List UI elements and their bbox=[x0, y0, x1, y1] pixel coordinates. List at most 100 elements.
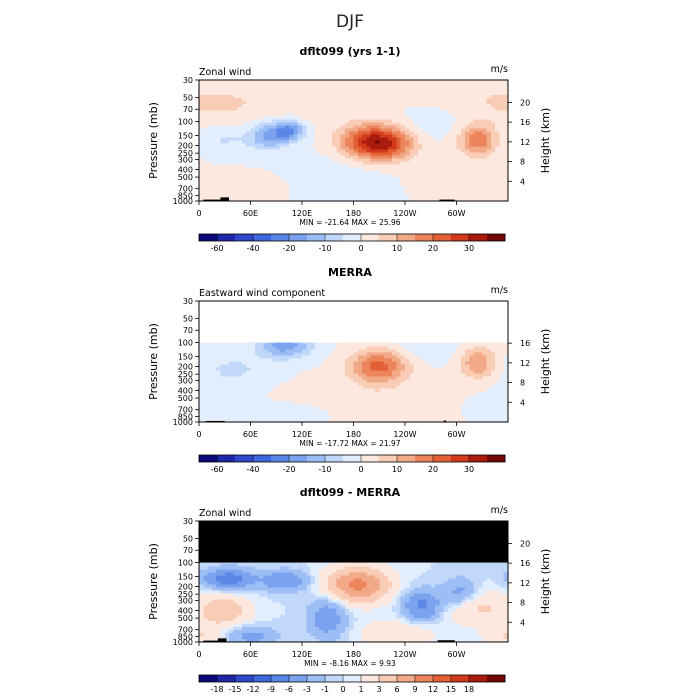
field-cell bbox=[366, 152, 372, 157]
field-cell bbox=[276, 179, 281, 184]
field-cell bbox=[495, 179, 500, 184]
field-cell bbox=[456, 346, 462, 350]
field-cell bbox=[203, 185, 208, 190]
field-cell bbox=[297, 80, 303, 84]
field-cell bbox=[259, 185, 264, 190]
field-cell bbox=[297, 173, 303, 178]
field-cell bbox=[413, 92, 419, 96]
field-cell bbox=[250, 155, 256, 160]
field-cell bbox=[486, 104, 492, 108]
field-cell bbox=[241, 80, 247, 84]
field-cell bbox=[426, 352, 432, 356]
field-cell bbox=[357, 113, 363, 117]
field-cell bbox=[302, 155, 307, 160]
field-cell bbox=[250, 358, 256, 362]
field-cell bbox=[229, 158, 234, 163]
field-cell bbox=[211, 176, 217, 181]
field-cell bbox=[327, 146, 333, 150]
field-cell bbox=[280, 364, 286, 368]
field-cell bbox=[477, 182, 483, 187]
field-cell bbox=[276, 122, 281, 126]
field-cell bbox=[224, 125, 230, 129]
field-cell bbox=[405, 158, 410, 163]
field-cell bbox=[379, 346, 384, 350]
field-cell bbox=[503, 367, 509, 371]
field-cell bbox=[490, 379, 496, 384]
field-cell bbox=[336, 143, 342, 147]
field-cell bbox=[271, 86, 277, 90]
field-cell bbox=[254, 80, 260, 84]
field-cell bbox=[473, 119, 479, 123]
field-cell bbox=[477, 173, 483, 178]
colorbar-box bbox=[271, 234, 290, 241]
field-cell bbox=[469, 349, 475, 353]
field-cell bbox=[447, 367, 453, 371]
field-cell bbox=[409, 182, 414, 187]
field-cell bbox=[387, 176, 393, 181]
field-cell bbox=[405, 119, 410, 123]
field-cell bbox=[473, 188, 479, 193]
field-cell bbox=[332, 167, 337, 172]
field-cell bbox=[259, 137, 264, 141]
field-cell bbox=[379, 137, 384, 141]
field-cell bbox=[405, 86, 410, 90]
field-cell bbox=[409, 104, 414, 108]
field-cell bbox=[336, 346, 342, 350]
field-cell bbox=[349, 113, 354, 117]
field-cell bbox=[349, 176, 354, 181]
field-cell bbox=[297, 361, 303, 365]
field-cell bbox=[207, 167, 213, 172]
field-cell bbox=[366, 89, 372, 93]
field-cell bbox=[344, 140, 350, 144]
field-cell bbox=[499, 176, 505, 181]
field-cell bbox=[392, 137, 397, 141]
field-cell bbox=[289, 119, 294, 123]
field-cell bbox=[263, 167, 269, 172]
field-cell bbox=[220, 83, 226, 87]
field-cell bbox=[426, 373, 432, 378]
field-cell bbox=[289, 125, 294, 129]
field-cell bbox=[379, 349, 384, 353]
field-cell bbox=[477, 370, 483, 374]
field-cell bbox=[229, 179, 234, 184]
field-cell bbox=[302, 355, 307, 359]
field-cell bbox=[357, 358, 363, 362]
field-cell bbox=[199, 364, 204, 368]
field-cell bbox=[233, 161, 239, 166]
field-cell bbox=[469, 143, 475, 147]
field-cell bbox=[224, 116, 230, 120]
field-cell bbox=[207, 128, 213, 132]
field-cell bbox=[405, 376, 410, 381]
field-cell bbox=[430, 95, 436, 99]
field-cell bbox=[452, 361, 457, 365]
field-cell bbox=[306, 164, 311, 169]
field-cell bbox=[413, 143, 419, 147]
field-cell bbox=[323, 185, 329, 190]
field-cell bbox=[473, 185, 479, 190]
field-cell bbox=[499, 364, 505, 368]
colorbar-box bbox=[433, 234, 452, 241]
field-cell bbox=[216, 188, 221, 193]
field-cell bbox=[443, 188, 449, 193]
field-cell bbox=[327, 382, 333, 387]
height-tick-label: 8 bbox=[520, 158, 525, 167]
field-cell bbox=[499, 107, 505, 111]
field-cell bbox=[452, 152, 457, 157]
field-cell bbox=[477, 361, 483, 365]
field-cell bbox=[241, 89, 247, 93]
field-cell bbox=[259, 155, 264, 160]
field-cell bbox=[241, 346, 247, 350]
field-cell bbox=[426, 86, 432, 90]
field-cell bbox=[293, 349, 299, 353]
field-cell bbox=[400, 367, 406, 371]
field-cell bbox=[447, 89, 453, 93]
field-cell bbox=[426, 146, 432, 150]
field-cell bbox=[387, 161, 393, 166]
field-cell bbox=[216, 86, 221, 90]
field-cell bbox=[211, 191, 217, 196]
field-cell bbox=[482, 146, 487, 150]
field-cell bbox=[435, 194, 440, 199]
field-cell bbox=[284, 152, 290, 157]
field-cell bbox=[486, 370, 492, 374]
field-cell bbox=[465, 370, 470, 374]
